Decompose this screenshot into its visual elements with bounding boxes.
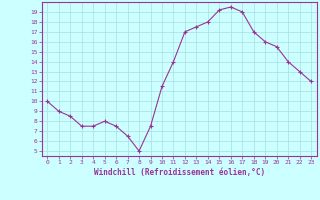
X-axis label: Windchill (Refroidissement éolien,°C): Windchill (Refroidissement éolien,°C) (94, 168, 265, 177)
